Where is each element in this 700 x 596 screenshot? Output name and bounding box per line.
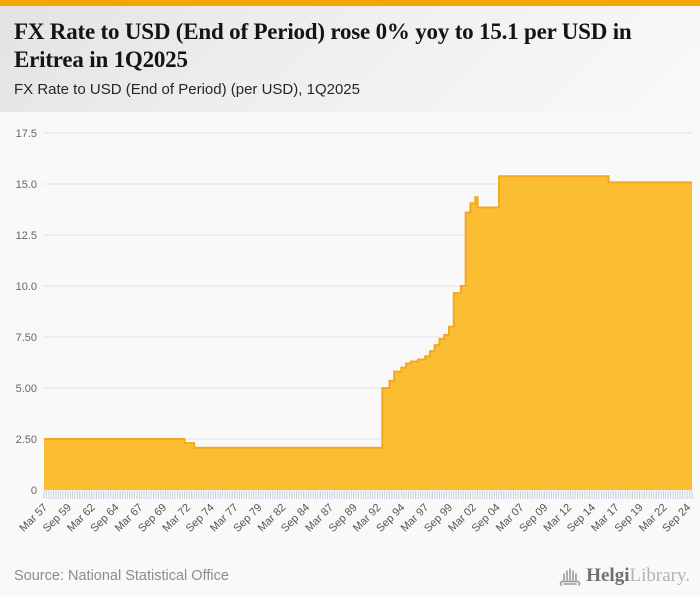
svg-text:17.5: 17.5	[16, 128, 37, 140]
chart-footer: Source: National Statistical Office Helg…	[0, 556, 700, 596]
svg-text:12.5: 12.5	[16, 230, 37, 242]
chart-area-container: 0 2.50 5.00 7.50 10.0 12.5 15.0 17.5 Mar 57 Sep 5…	[0, 112, 700, 556]
x-minor-ticks	[43, 491, 693, 499]
helgi-library-icon	[559, 568, 581, 586]
brand-helgi: Helgi	[586, 565, 630, 586]
chart-subtitle: FX Rate to USD (End of Period) (per USD)…	[14, 81, 360, 98]
page-title: FX Rate to USD (End of Period) rose 0% y…	[14, 19, 632, 72]
source-note: Source: National Statistical Office	[14, 568, 229, 584]
chart-header: FX Rate to USD (End of Period) rose 0% y…	[0, 6, 700, 112]
fx-rate-series	[44, 175, 692, 491]
accent-top-bar	[0, 0, 700, 6]
svg-text:5.00: 5.00	[16, 383, 37, 395]
svg-text:15.0: 15.0	[16, 179, 37, 191]
brand-logo: HelgiLibrary.	[558, 565, 700, 587]
brand-library: Library.	[629, 565, 691, 586]
svg-text:0: 0	[31, 485, 37, 497]
svg-text:7.50: 7.50	[16, 332, 37, 344]
svg-text:2.50: 2.50	[16, 434, 37, 446]
svg-text:10.0: 10.0	[16, 281, 37, 293]
brand-wordmark: HelgiLibrary.	[586, 565, 690, 587]
